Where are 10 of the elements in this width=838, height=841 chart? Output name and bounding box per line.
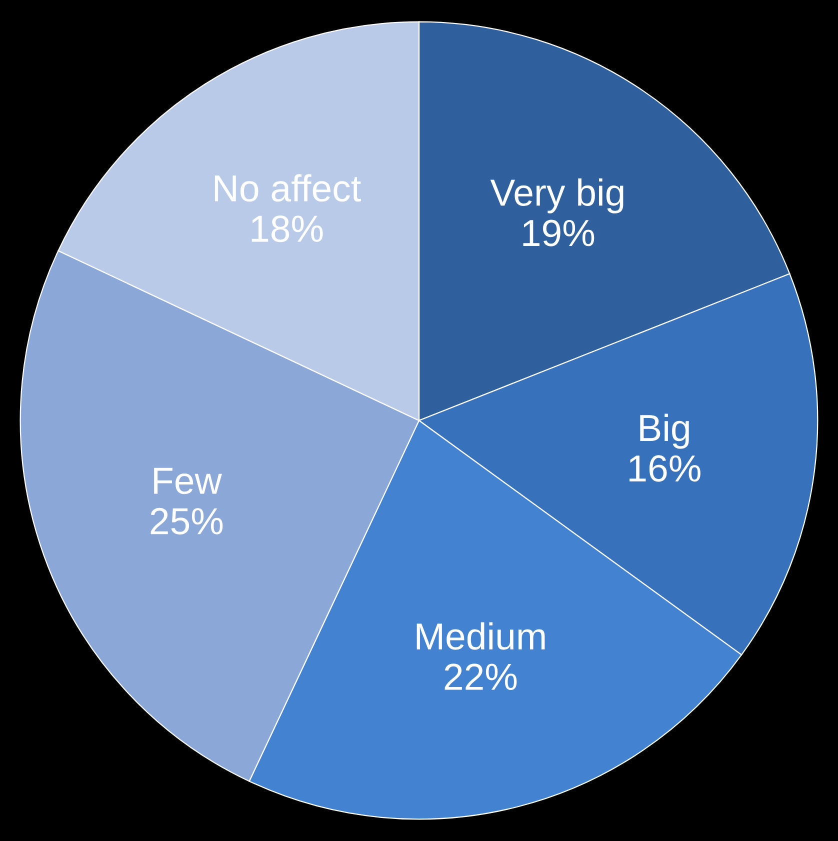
data-label: 25%: [150, 508, 223, 534]
data-label: 22%: [444, 664, 517, 690]
data-label: 18%: [252, 216, 323, 242]
data-label: 19%: [523, 220, 594, 246]
slice-label: Few: [154, 468, 222, 494]
slice-label: No affect: [214, 174, 361, 202]
slice-label: Medium: [416, 622, 545, 650]
slice-label: Big: [640, 414, 689, 449]
data-label: 16%: [630, 455, 700, 482]
slice-label: Very big: [490, 178, 624, 214]
